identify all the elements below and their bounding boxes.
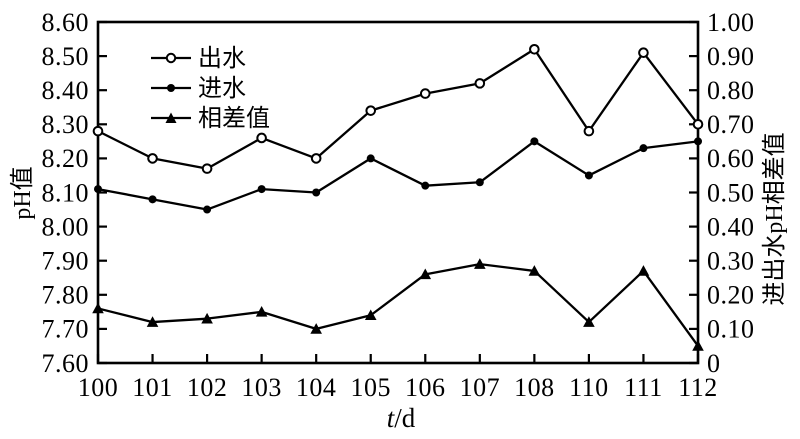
y-right-tick-label: 0.90 xyxy=(707,42,755,71)
y-left-axis-title: pH值 xyxy=(9,166,36,219)
filled-circle-marker-icon xyxy=(167,84,175,92)
outlet-marker xyxy=(147,153,158,164)
y-right-tick-label: 0.10 xyxy=(707,315,755,344)
plot-area: 8.60 8.50 8.40 8.30 8.20 8.10 8.00 7.90 7.80 7.70… xyxy=(42,8,755,402)
legend-item-outlet: 出水 xyxy=(151,45,246,72)
inlet-line xyxy=(97,140,699,211)
y-left-tick-label: 8.40 xyxy=(42,76,90,105)
x-tick-label: 104 xyxy=(296,373,337,402)
legend-label-difference: 相差值 xyxy=(198,105,270,132)
outlet-marker xyxy=(310,153,322,164)
y-left-tick-label: 8.00 xyxy=(42,212,90,241)
inlet-marker xyxy=(639,144,648,153)
inlet-marker xyxy=(148,195,157,204)
outlet-marker xyxy=(365,105,377,116)
y-right-tick-label: 0.20 xyxy=(707,281,755,310)
x-tick-label: 110 xyxy=(569,373,609,402)
inlet-marker xyxy=(584,171,593,180)
difference-marker xyxy=(637,265,650,276)
y-left-tick-label: 8.30 xyxy=(42,110,90,139)
outlet-marker xyxy=(474,78,486,89)
y-right-tick-label: 0.60 xyxy=(707,144,755,173)
outlet-marker xyxy=(201,163,213,174)
x-tick-label: 106 xyxy=(405,373,446,402)
x-tick-label: 111 xyxy=(624,373,663,402)
y-left-tick-label: 8.20 xyxy=(42,144,90,173)
outlet-marker xyxy=(92,125,104,137)
difference-marker xyxy=(692,340,704,351)
difference-marker xyxy=(474,258,486,269)
chart-legend: 出水 进水 相差值 xyxy=(151,45,270,132)
outlet-marker xyxy=(638,47,649,58)
inlet-marker xyxy=(94,185,102,194)
x-tick-label: 105 xyxy=(350,373,391,402)
x-tick-label: 101 xyxy=(132,373,173,402)
x-tick-label: 103 xyxy=(241,373,282,402)
filled-triangle-marker-icon xyxy=(165,112,177,123)
inlet-marker xyxy=(257,185,266,194)
y-left-tick-label: 7.80 xyxy=(42,281,90,310)
difference-marker xyxy=(255,306,268,317)
x-axis-title-symbol: t xyxy=(387,403,396,433)
y-right-tick-label: 0 xyxy=(707,349,721,378)
inlet-marker xyxy=(421,181,430,190)
y-left-tick-label: 7.90 xyxy=(42,247,90,276)
difference-marker xyxy=(146,316,159,327)
y-right-tick-label: 0.50 xyxy=(707,178,755,207)
legend-item-difference: 相差值 xyxy=(151,105,270,132)
y-right-tick-label: 0.40 xyxy=(707,212,755,241)
difference-line xyxy=(97,262,699,347)
outlet-marker xyxy=(692,119,704,130)
x-tick-label: 107 xyxy=(460,373,501,402)
difference-marker xyxy=(310,323,322,334)
y-left-tick-label: 8.60 xyxy=(42,8,90,37)
inlet-marker xyxy=(366,154,375,163)
y-left-tick-label: 8.50 xyxy=(42,42,90,71)
difference-marker xyxy=(201,312,213,324)
x-tick-label: 112 xyxy=(678,373,718,402)
y-right-tick-label: 0.80 xyxy=(707,76,755,105)
x-axis-title: t/d xyxy=(387,403,416,433)
legend-label-outlet: 出水 xyxy=(198,45,246,72)
outlet-line xyxy=(97,48,699,170)
y-right-tick-label: 0.30 xyxy=(707,247,755,276)
y-left-tick-label: 7.60 xyxy=(42,349,90,378)
outlet-marker xyxy=(419,88,431,99)
x-tick-label: 108 xyxy=(514,373,555,402)
y-right-axis-title: 进出水pH相差值 xyxy=(761,132,788,305)
difference-marker xyxy=(528,265,541,276)
x-tick-label: 100 xyxy=(78,373,119,402)
y-left-tick-label: 7.70 xyxy=(42,315,90,344)
open-circle-marker-icon xyxy=(165,52,177,64)
outlet-marker xyxy=(256,132,267,144)
legend-label-inlet: 进水 xyxy=(198,75,246,102)
outlet-marker xyxy=(583,125,595,137)
y-right-tick-label: 1.00 xyxy=(707,8,755,37)
y-right-tick-label: 0.70 xyxy=(707,110,755,139)
difference-marker xyxy=(419,268,432,280)
difference-marker xyxy=(92,302,104,314)
inlet-marker xyxy=(530,137,539,146)
x-tick-label: 102 xyxy=(187,373,228,402)
plot-border xyxy=(96,20,700,365)
difference-marker xyxy=(364,309,377,321)
y-left-tick-label: 8.10 xyxy=(42,178,90,207)
outlet-marker xyxy=(529,43,540,55)
inlet-marker xyxy=(475,178,484,187)
inlet-marker xyxy=(203,205,212,214)
x-axis-title-unit: /d xyxy=(394,403,416,433)
legend-item-inlet: 进水 xyxy=(151,75,246,102)
difference-marker xyxy=(583,316,595,327)
inlet-marker xyxy=(312,188,321,197)
inlet-marker xyxy=(694,137,702,146)
